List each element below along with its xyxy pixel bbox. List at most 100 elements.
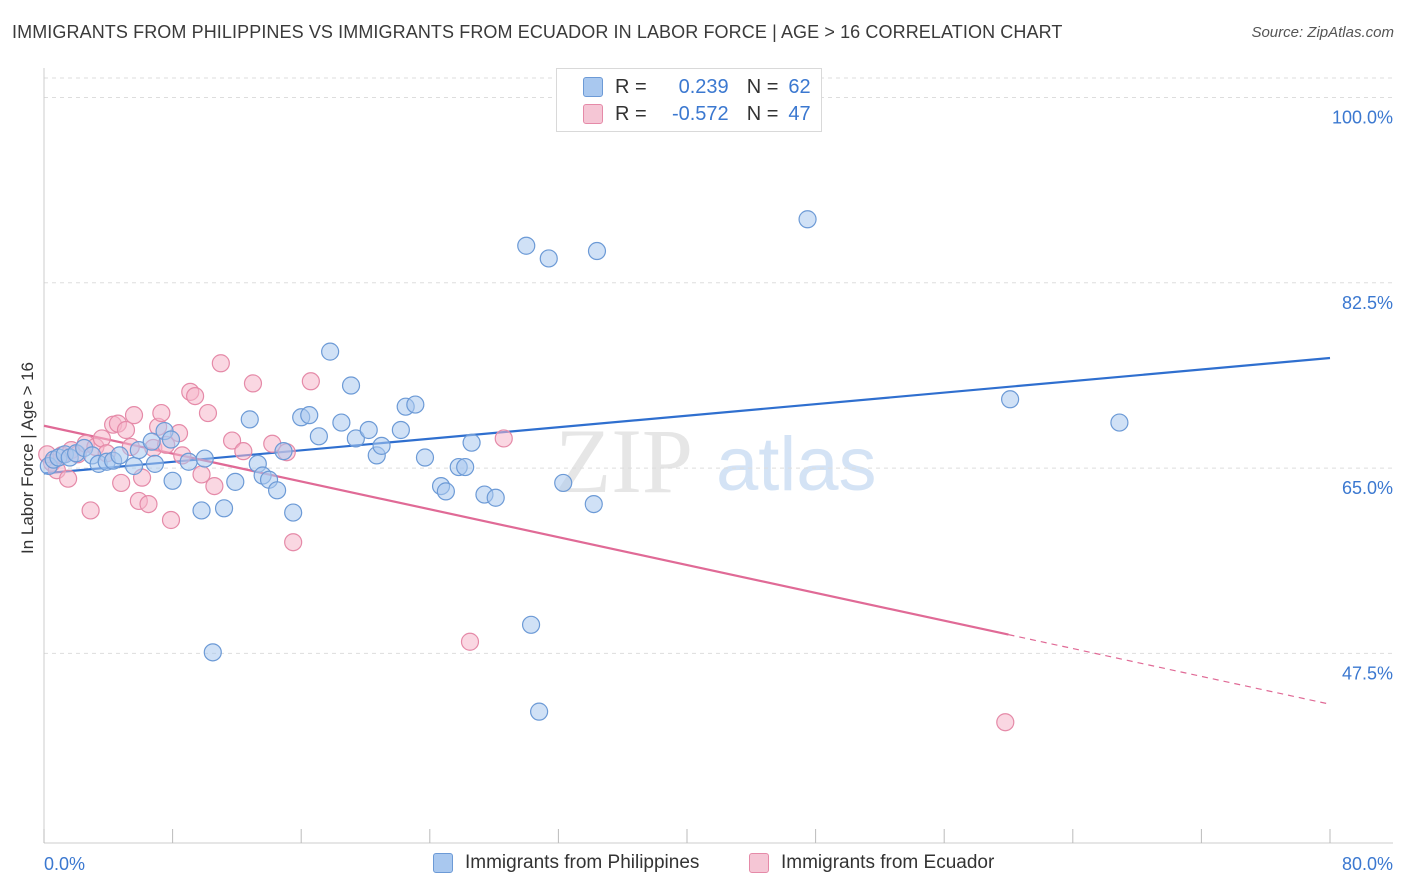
ecuador-point xyxy=(59,469,78,488)
x-tick-labels: 0.0% 80.0% xyxy=(44,854,1393,874)
y-tick-label: 65.0% xyxy=(1342,478,1393,498)
philippines-trend-line xyxy=(43,356,1331,475)
philippines-point xyxy=(1110,413,1129,432)
ecuador-point xyxy=(152,403,171,423)
philippines-point xyxy=(195,449,214,468)
ecuador-legend-swatch xyxy=(749,853,769,873)
philippines-point xyxy=(226,472,245,491)
philippines-point xyxy=(163,471,182,490)
ecuador-point xyxy=(139,495,158,514)
ecuador-point xyxy=(234,442,253,461)
philippines-point xyxy=(539,249,558,268)
r-value-philippines: 0.239 xyxy=(678,75,729,98)
philippines-point xyxy=(274,442,293,461)
philippines-swatch xyxy=(583,77,603,97)
philippines-point xyxy=(587,241,607,261)
philippines-point xyxy=(240,410,259,429)
philippines-point xyxy=(284,503,303,522)
philippines-point xyxy=(372,436,391,455)
philippines-point xyxy=(346,429,365,448)
philippines-point xyxy=(517,236,536,255)
legend-item-ecuador: Immigrants from Ecuador xyxy=(749,852,994,874)
ecuador-point xyxy=(116,420,136,440)
r-label: R = xyxy=(615,102,647,125)
philippines-point xyxy=(129,440,148,460)
philippines-point xyxy=(142,432,161,451)
philippines-point xyxy=(415,448,435,467)
philippines-point xyxy=(161,430,181,449)
philippines-point xyxy=(203,643,222,662)
philippines-point xyxy=(462,433,481,452)
philippines-point xyxy=(300,406,319,425)
ecuador-point xyxy=(243,374,263,393)
watermark-atlas: atlas xyxy=(716,422,877,507)
chart-title: IMMIGRANTS FROM PHILIPPINES VS IMMIGRANT… xyxy=(12,22,1063,42)
legend-row-philippines: R = 0.239 N = 62 xyxy=(583,75,811,99)
philippines-point xyxy=(359,420,378,440)
ecuador-swatch xyxy=(583,104,603,124)
philippines-point xyxy=(321,342,340,361)
philippines-point xyxy=(436,482,455,501)
n-value-ecuador: 47 xyxy=(788,102,811,125)
y-axis-label: In Labor Force | Age > 16 xyxy=(18,362,37,554)
ecuador-trend-line-extension xyxy=(1008,634,1331,705)
philippines-point xyxy=(798,210,817,229)
ecuador-point xyxy=(81,501,100,520)
legend-row-ecuador: R = -0.572 N = 47 xyxy=(583,102,811,126)
philippines-point xyxy=(145,454,165,473)
ecuador-point xyxy=(460,632,480,651)
philippines-point xyxy=(584,495,603,514)
y-tick-labels: 47.5% 65.0% 82.5% 100.0% xyxy=(1332,108,1393,684)
n-label: N = xyxy=(746,75,779,98)
watermark: ZIP atlas xyxy=(555,410,877,512)
ecuador-point xyxy=(124,406,144,425)
grid-lines xyxy=(44,77,1393,654)
ecuador-point xyxy=(494,429,513,448)
philippines-legend-swatch xyxy=(433,853,453,873)
correlation-legend: R = 0.239 N = 62 R = -0.572 N = 47 xyxy=(556,68,822,132)
legend-label-ecuador: Immigrants from Ecuador xyxy=(781,852,995,873)
legend-label-philippines: Immigrants from Philippines xyxy=(465,852,700,873)
philippines-point xyxy=(456,457,475,477)
philippines-point xyxy=(309,427,328,446)
x-tick-label-min: 0.0% xyxy=(44,854,85,874)
philippines-point xyxy=(332,413,351,432)
n-value-philippines: 62 xyxy=(788,75,811,98)
ecuador-point xyxy=(198,403,218,423)
philippines-point xyxy=(406,395,425,414)
philippines-point xyxy=(110,446,129,465)
philippines-point xyxy=(391,420,410,440)
philippines-point xyxy=(179,452,198,471)
philippines-point xyxy=(124,456,144,476)
ecuador-point xyxy=(186,386,205,406)
y-tick-label: 82.5% xyxy=(1342,293,1393,313)
x-tick-label-max: 80.0% xyxy=(1342,854,1393,874)
philippines-point xyxy=(486,488,505,507)
r-value-ecuador: -0.572 xyxy=(671,102,729,125)
y-tick-label: 100.0% xyxy=(1332,108,1393,128)
ecuador-point xyxy=(112,473,131,493)
philippines-point xyxy=(554,473,573,493)
n-label: N = xyxy=(746,102,779,125)
philippines-point xyxy=(341,376,361,395)
philippines-point xyxy=(530,702,549,721)
data-points xyxy=(38,210,1129,732)
ecuador-point xyxy=(222,431,242,450)
philippines-point xyxy=(192,501,211,520)
philippines-point xyxy=(1001,390,1020,409)
ecuador-point xyxy=(211,354,230,373)
philippines-point xyxy=(521,615,541,634)
legend-item-philippines: Immigrants from Philippines xyxy=(433,852,699,874)
ecuador-point xyxy=(161,510,181,530)
ecuador-point xyxy=(284,533,303,552)
ecuador-point xyxy=(301,372,320,391)
ecuador-point xyxy=(205,477,224,496)
ecuador-point xyxy=(996,713,1015,732)
y-tick-label: 47.5% xyxy=(1342,663,1393,683)
source-label: Source: ZipAtlas.com xyxy=(1251,24,1394,41)
watermark-zip: ZIP xyxy=(555,410,693,512)
r-label: R = xyxy=(615,75,647,98)
philippines-point xyxy=(267,481,287,500)
philippines-point xyxy=(214,499,234,518)
